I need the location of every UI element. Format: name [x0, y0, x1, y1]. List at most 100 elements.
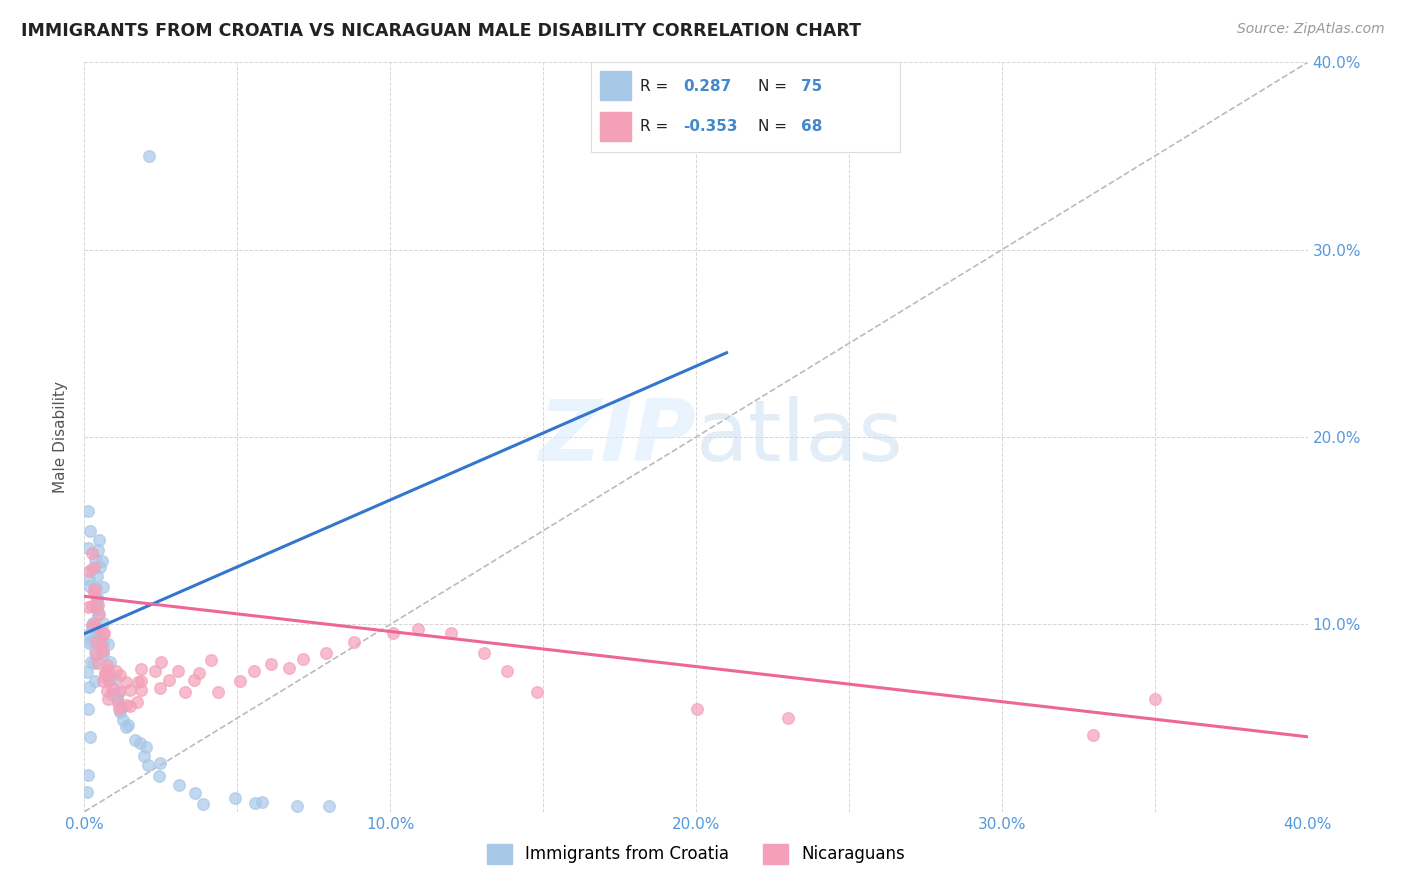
Point — [104, 665, 127, 679]
Point — [89, 628, 111, 642]
Point — [91, 644, 114, 658]
Point — [138, 149, 160, 163]
Point — [76, 702, 98, 716]
Point — [83, 582, 105, 596]
Point — [97, 637, 120, 651]
Point — [80, 617, 103, 632]
Point — [96, 657, 118, 672]
Point — [129, 662, 152, 676]
Point — [474, 646, 496, 660]
Point — [93, 673, 115, 688]
Point — [127, 675, 149, 690]
Point — [80, 634, 103, 648]
Point — [76, 785, 98, 799]
Point — [96, 668, 118, 682]
Point — [84, 635, 107, 649]
Point — [87, 607, 110, 622]
Point — [82, 599, 104, 613]
Point — [77, 627, 100, 641]
Point — [115, 674, 138, 689]
Point — [277, 661, 299, 675]
Point — [191, 797, 214, 811]
Point — [173, 685, 195, 699]
Point — [118, 699, 141, 714]
Point — [120, 682, 142, 697]
Point — [200, 653, 222, 667]
Point — [77, 768, 100, 782]
Point — [98, 655, 121, 669]
Point — [84, 629, 107, 643]
Point — [86, 590, 108, 604]
Point — [315, 646, 337, 660]
Point — [89, 632, 111, 646]
Point — [149, 681, 172, 696]
Point — [318, 799, 340, 814]
Point — [440, 626, 463, 640]
Point — [89, 560, 111, 574]
Point — [129, 673, 152, 688]
Point — [97, 673, 120, 688]
Point — [98, 673, 121, 688]
Text: Source: ZipAtlas.com: Source: ZipAtlas.com — [1237, 22, 1385, 37]
Point — [243, 665, 266, 679]
Point — [224, 791, 246, 805]
Text: ZIP: ZIP — [538, 395, 696, 479]
Point — [86, 569, 108, 583]
Point — [93, 626, 115, 640]
Legend: Immigrants from Croatia, Nicaraguans: Immigrants from Croatia, Nicaraguans — [481, 838, 911, 871]
Point — [82, 616, 104, 631]
Text: 75: 75 — [801, 79, 823, 94]
Point — [1081, 728, 1104, 742]
Point — [105, 691, 128, 706]
Point — [381, 626, 404, 640]
Point — [91, 648, 114, 662]
Text: -0.353: -0.353 — [683, 120, 738, 134]
Point — [184, 786, 207, 800]
Point — [686, 702, 709, 716]
Point — [83, 656, 105, 670]
Point — [157, 673, 180, 687]
Point — [135, 739, 157, 754]
Point — [259, 657, 281, 672]
Point — [1143, 691, 1166, 706]
Point — [87, 598, 110, 612]
Point — [91, 627, 114, 641]
Point — [77, 600, 100, 615]
Point — [87, 628, 110, 642]
Point — [86, 602, 108, 616]
Point — [149, 655, 172, 669]
Point — [91, 554, 114, 568]
Point — [115, 720, 138, 734]
Point — [82, 562, 104, 576]
Point — [90, 638, 112, 652]
Point — [207, 685, 229, 699]
Point — [90, 645, 112, 659]
Point — [100, 687, 122, 701]
Point — [110, 700, 132, 714]
Point — [285, 799, 308, 814]
Point — [77, 636, 100, 650]
Point — [117, 718, 139, 732]
Point — [96, 683, 118, 698]
Point — [89, 533, 111, 547]
Point — [84, 581, 107, 595]
Point — [77, 504, 100, 518]
Point — [148, 769, 170, 783]
Point — [167, 664, 190, 678]
Point — [83, 645, 105, 659]
Point — [84, 619, 107, 633]
Text: N =: N = — [758, 120, 792, 134]
Point — [406, 622, 429, 636]
Point — [77, 680, 100, 694]
Y-axis label: Male Disability: Male Disability — [53, 381, 69, 493]
Point — [183, 673, 205, 687]
Point — [84, 551, 107, 566]
Point — [86, 598, 108, 612]
Point — [76, 665, 98, 679]
Point — [108, 705, 131, 719]
Point — [125, 694, 148, 708]
Point — [83, 673, 105, 688]
Point — [79, 564, 101, 578]
Point — [132, 748, 155, 763]
Point — [112, 713, 135, 727]
